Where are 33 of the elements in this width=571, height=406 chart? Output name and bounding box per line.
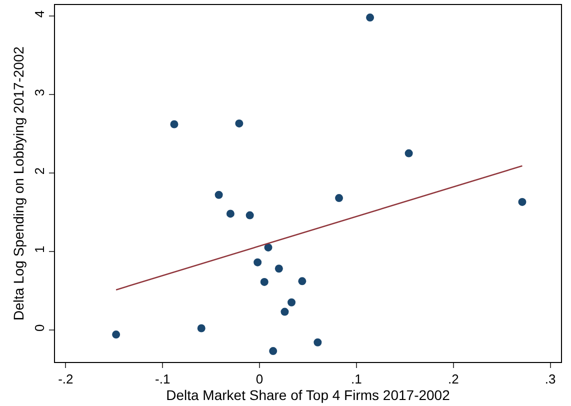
point <box>288 298 296 306</box>
y-tick-label: 2 <box>32 167 47 175</box>
y-tick-label: 1 <box>32 246 47 254</box>
point <box>112 330 120 339</box>
x-axis-title: Delta Market Share of Top 4 Firms 2017-2002 <box>166 386 450 403</box>
point <box>197 324 206 332</box>
x-tick-label: -.2 <box>58 372 74 387</box>
point <box>260 278 268 286</box>
y-tick-label: 3 <box>32 88 47 96</box>
point <box>335 194 344 202</box>
x-tick-label: 0 <box>256 372 264 387</box>
point <box>214 190 223 199</box>
x-tick-label: .3 <box>544 372 556 387</box>
point <box>274 264 283 273</box>
y-tick-label: 0 <box>32 324 47 332</box>
point <box>366 14 374 22</box>
x-tick-label: -.1 <box>155 372 170 387</box>
x-tick-label: .2 <box>448 372 459 387</box>
point <box>246 211 254 220</box>
point <box>235 119 244 128</box>
point <box>254 258 262 266</box>
point <box>264 243 272 252</box>
y-axis-title: Delta Log Spending on Lobbying 2017-2002 <box>10 46 26 321</box>
point <box>280 308 289 316</box>
point <box>518 198 526 206</box>
point <box>404 149 413 158</box>
point <box>226 210 234 218</box>
y-tick-label: 4 <box>32 10 47 18</box>
point <box>170 120 178 128</box>
point <box>314 338 322 346</box>
x-tick-label: .1 <box>351 372 362 387</box>
point <box>269 347 278 356</box>
point <box>298 277 306 286</box>
